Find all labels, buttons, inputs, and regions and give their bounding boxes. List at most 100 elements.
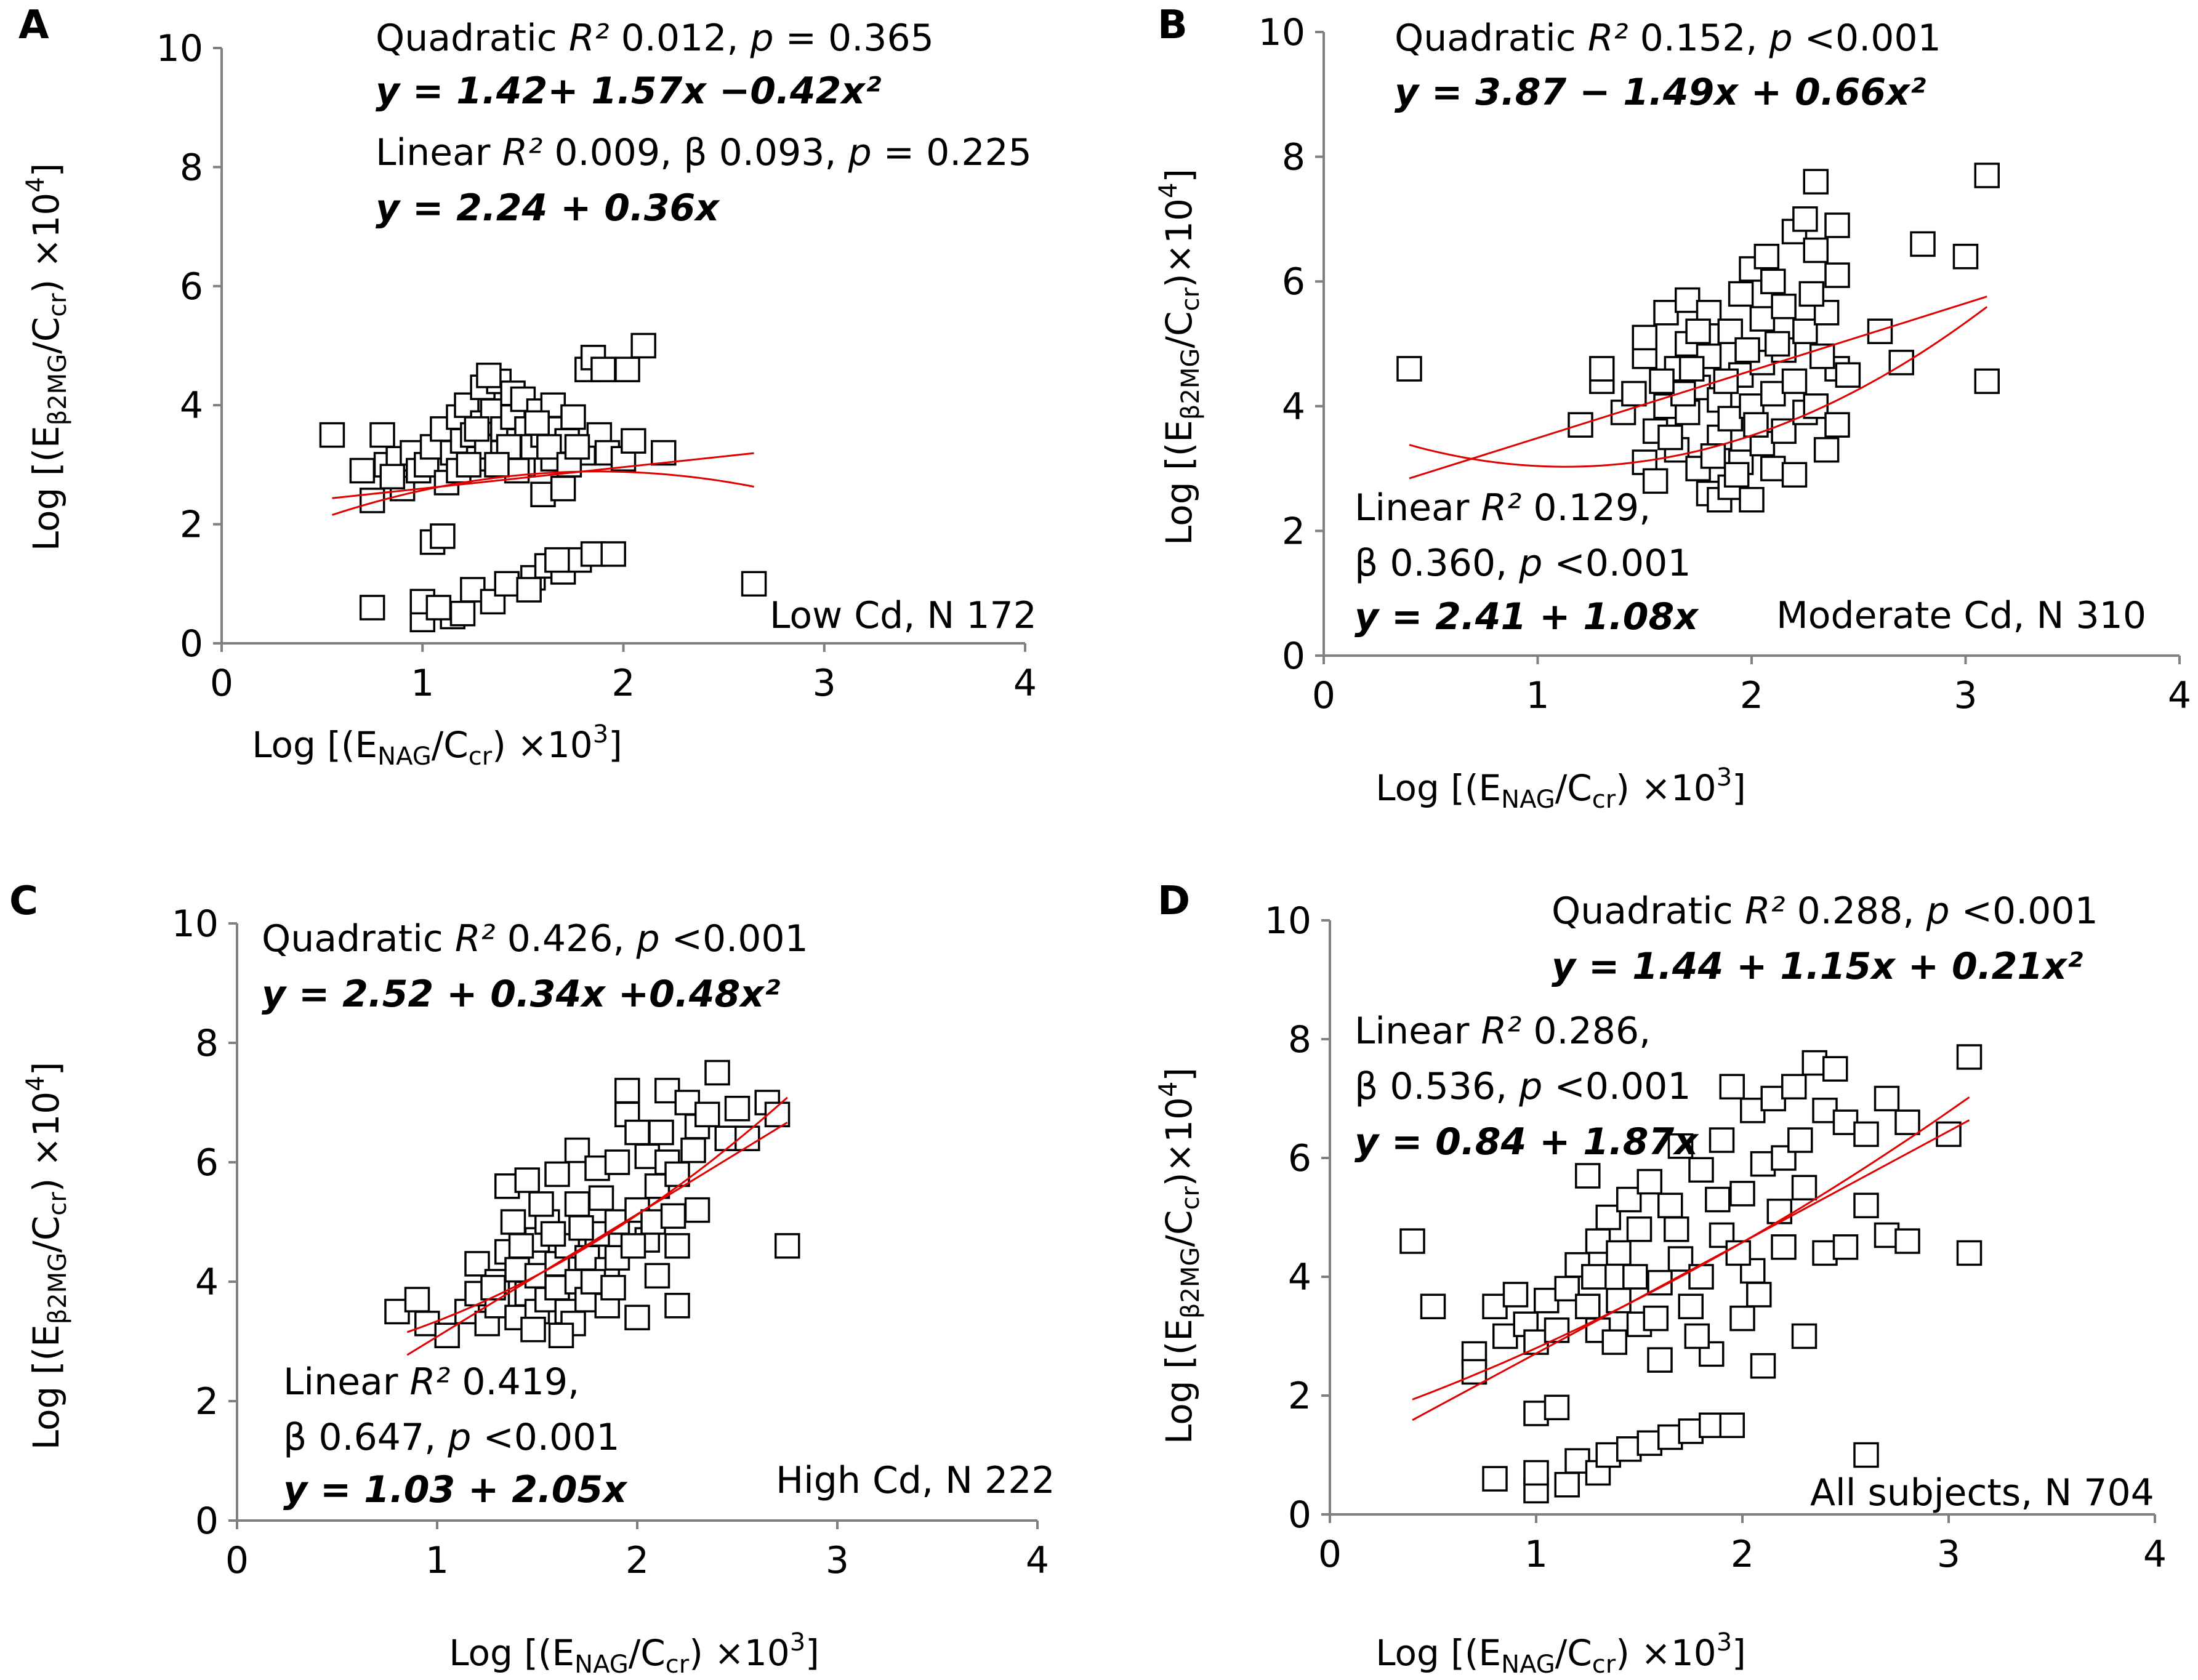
data-point xyxy=(1667,1246,1694,1272)
lin-eq-a: y = 2.24 + 0.36x xyxy=(376,187,720,230)
data-point xyxy=(1581,1264,1607,1290)
x-tick-label: 4 xyxy=(1013,662,1037,705)
y-tick-label: 4 xyxy=(1288,1256,1311,1299)
data-point xyxy=(1874,1222,1900,1248)
data-point xyxy=(550,475,576,502)
data-point xyxy=(1647,1347,1673,1373)
data-point xyxy=(621,428,646,454)
data-point xyxy=(1626,1216,1653,1242)
data-point xyxy=(1792,206,1818,232)
data-point xyxy=(1564,1448,1590,1474)
data-point xyxy=(694,1101,720,1128)
data-point xyxy=(1688,1157,1714,1183)
panel-d: D 0 1 2 3 4 0 2 4 6 8 10 Quadratic R² 0.288, p <0.… xyxy=(1154,878,2167,1679)
points-a xyxy=(319,332,767,633)
data-point xyxy=(564,434,590,460)
data-point xyxy=(704,1059,730,1086)
x-tick-label: 0 xyxy=(225,1539,249,1582)
data-point xyxy=(520,1316,546,1343)
data-point xyxy=(1684,1323,1710,1349)
quad-stats-a: Quadratic R² 0.012, p = 0.365 xyxy=(376,17,934,60)
x-tick-label: 4 xyxy=(2143,1533,2167,1576)
data-point xyxy=(664,1293,690,1319)
data-point xyxy=(1717,406,1743,432)
data-point xyxy=(1664,1216,1689,1242)
points-c xyxy=(384,1059,800,1349)
xlabel-d: Log [(ENAG/Ccr) ×103] xyxy=(1375,1628,1746,1679)
data-point xyxy=(1822,1056,1848,1082)
x-tick-label: 3 xyxy=(1954,674,1977,717)
ticks-d: 0 1 2 3 4 0 2 4 6 8 10 xyxy=(1265,899,2167,1576)
data-point xyxy=(1653,300,1679,326)
data-point xyxy=(449,600,476,627)
data-point xyxy=(1678,1418,1704,1444)
data-point xyxy=(620,1233,646,1259)
data-point xyxy=(1853,1121,1879,1147)
data-point xyxy=(1771,1234,1797,1260)
y-tick-label: 0 xyxy=(180,622,203,665)
y-tick-label: 2 xyxy=(1288,1375,1311,1418)
quad-eq-b: y = 3.87 − 1.49x + 0.66x² xyxy=(1395,71,1926,114)
data-point xyxy=(528,1191,554,1217)
data-point xyxy=(1803,169,1829,195)
data-point xyxy=(349,457,376,484)
quadratic-fit-curve xyxy=(1412,1096,1970,1401)
data-point xyxy=(604,1149,630,1175)
xlabel-sub2-a: cr xyxy=(469,742,493,771)
data-point xyxy=(564,1191,590,1217)
y-tick-label: 0 xyxy=(1288,1493,1311,1537)
x-tick-label: 1 xyxy=(1524,1533,1548,1576)
data-point xyxy=(484,452,510,478)
data-point xyxy=(1792,318,1818,344)
lin-stats2-b: β 0.360, p <0.001 xyxy=(1355,542,1691,585)
data-point xyxy=(1803,237,1829,263)
data-point xyxy=(379,464,406,489)
quad-eq-d: y = 1.44 + 1.15x + 0.21x² xyxy=(1552,945,2083,988)
data-point xyxy=(1888,350,1914,376)
y-tick-label: 4 xyxy=(1282,385,1305,428)
data-point xyxy=(1657,1192,1683,1218)
data-point xyxy=(1544,1394,1570,1421)
y-tick-label: 2 xyxy=(1282,510,1305,553)
y-tick-label: 8 xyxy=(1288,1018,1311,1061)
y-tick-label: 0 xyxy=(1282,635,1305,678)
x-tick-label: 4 xyxy=(1026,1539,1049,1582)
fits-d xyxy=(1412,1096,1970,1421)
data-point xyxy=(664,1233,690,1259)
data-point xyxy=(1750,1353,1776,1379)
x-tick-label: 1 xyxy=(411,662,434,705)
data-point xyxy=(494,571,520,597)
lin-stats-a: Linear R² 0.009, β 0.093, p = 0.225 xyxy=(376,131,1032,174)
data-point xyxy=(1575,1293,1601,1319)
panel-label-d: D xyxy=(1157,878,1190,924)
x-tick-label: 0 xyxy=(1312,674,1335,717)
quad-stats-d: Quadratic R² 0.288, p <0.001 xyxy=(1552,890,2098,933)
data-point xyxy=(1824,212,1850,238)
data-point xyxy=(480,1274,506,1301)
data-point xyxy=(1746,1282,1772,1308)
data-point xyxy=(1636,1168,1662,1195)
data-point xyxy=(1725,1240,1752,1266)
y-tick-label: 6 xyxy=(180,265,203,308)
data-point xyxy=(1685,318,1711,344)
data-point xyxy=(775,1233,800,1259)
data-point xyxy=(1835,362,1861,388)
x-tick-label: 2 xyxy=(626,1539,649,1582)
data-point xyxy=(1974,163,2000,188)
data-point xyxy=(1812,1098,1838,1123)
x-tick-label: 3 xyxy=(813,662,836,705)
data-point xyxy=(1482,1466,1508,1492)
linear-fit-line xyxy=(406,1121,788,1356)
data-point xyxy=(600,541,626,567)
data-point xyxy=(1749,306,1776,332)
data-point xyxy=(1787,1127,1813,1153)
group-label-a: Low Cd, N 172 xyxy=(770,594,1037,637)
data-point xyxy=(1616,1186,1642,1213)
data-point xyxy=(1502,1282,1529,1308)
xlabel-a: Log [(ENAG/Ccr) ×103] xyxy=(252,720,622,771)
ticks-a: 0 1 2 3 4 0 2 4 6 8 10 xyxy=(156,27,1037,705)
y-tick-label: 10 xyxy=(156,27,203,70)
quad-stats-b: Quadratic R² 0.152, p <0.001 xyxy=(1395,17,1941,60)
y-tick-label: 4 xyxy=(180,384,203,427)
